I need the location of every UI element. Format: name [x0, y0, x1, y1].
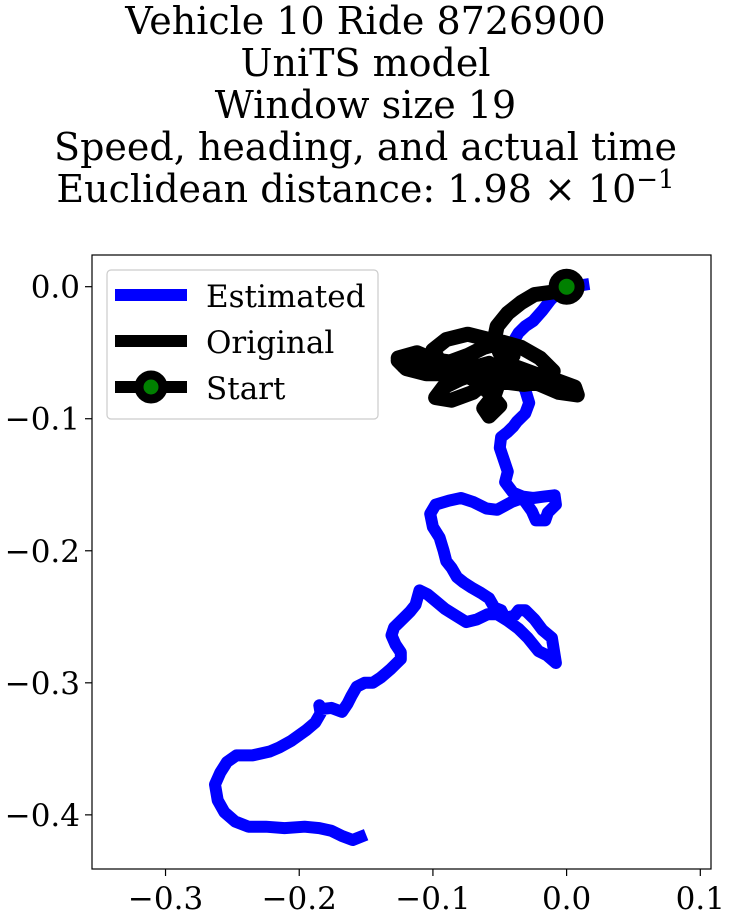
x-tick-label: −0.2 [262, 881, 337, 917]
legend-label-estimated: Estimated [206, 279, 365, 315]
series-line-original [390, 279, 585, 424]
title-metric-exponent: −1 [636, 165, 675, 195]
y-tick-label: −0.2 [5, 534, 80, 570]
plot-frame [91, 254, 712, 870]
x-axis: −0.3 −0.2 −0.1 0.0 0.1 [128, 869, 725, 917]
y-tick-label: 0.0 [31, 270, 80, 306]
y-tick-label: −0.3 [5, 666, 80, 702]
x-tick-label: 0.1 [676, 881, 725, 917]
title-line-2: UniTS model [240, 41, 491, 85]
x-tick-label: −0.1 [395, 881, 470, 917]
chart-title: Vehicle 10 Ride 8726900 UniTS model Wind… [0, 0, 731, 210]
series-line-estimated [209, 278, 591, 846]
y-tick-label: −0.4 [5, 798, 80, 834]
title-line-4: Speed, heading, and actual time [54, 125, 677, 169]
x-tick-label: 0.0 [542, 881, 591, 917]
title-metric-times: × [543, 167, 576, 211]
title-metric-prefix: Euclidean distance: 1.98 [56, 167, 532, 211]
y-axis: 0.0 −0.1 −0.2 −0.3 −0.4 [5, 270, 92, 834]
plot-area [209, 268, 591, 846]
title-line-metric: Euclidean distance: 1.98 × 10−1 [0, 165, 731, 211]
x-tick-label: −0.3 [128, 881, 203, 917]
legend-label-original: Original [206, 325, 334, 361]
legend-swatch-start-marker [134, 370, 168, 404]
title-line-3: Window size 19 [214, 83, 517, 127]
legend: Estimated Original Start [106, 269, 379, 420]
y-tick-label: −0.1 [5, 402, 80, 438]
legend-label-start: Start [206, 371, 286, 407]
title-line-1: Vehicle 10 Ride 8726900 [125, 0, 606, 43]
title-metric-base: 10 [587, 167, 637, 211]
start-marker [548, 268, 585, 305]
